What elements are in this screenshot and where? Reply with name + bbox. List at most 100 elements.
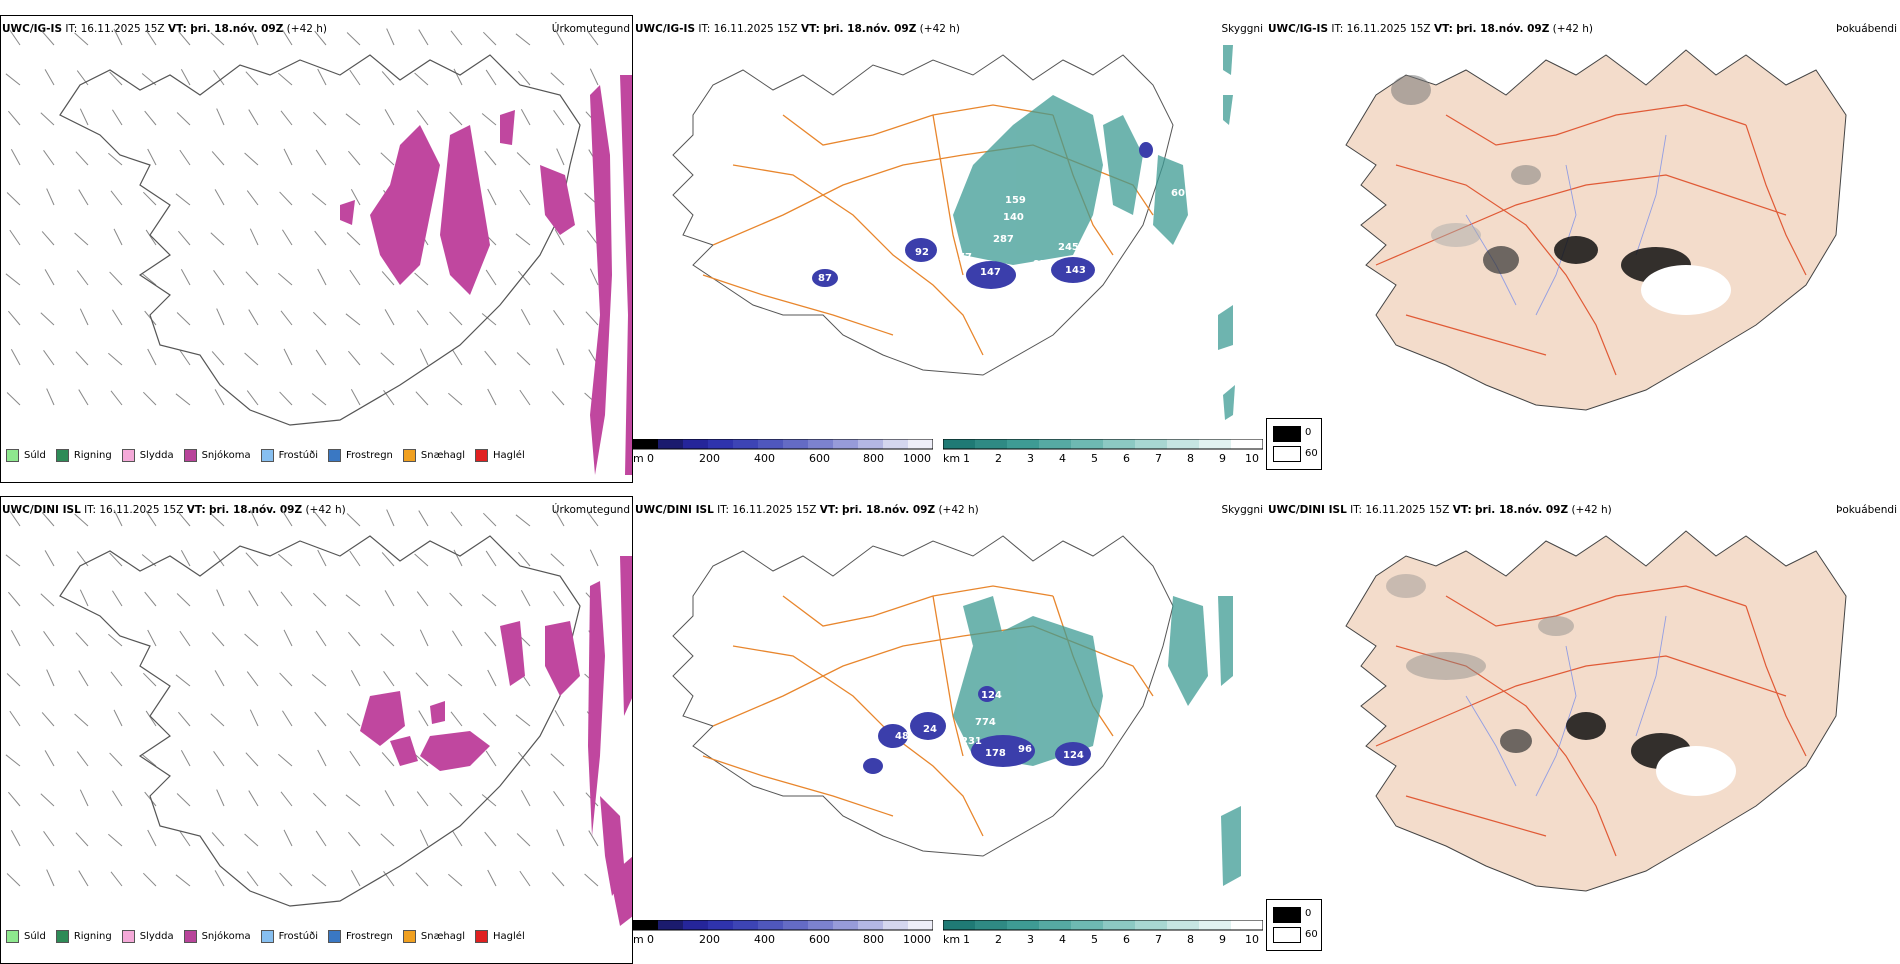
wind-barb [79, 308, 89, 326]
map-value-label: 159 [1005, 195, 1026, 206]
wind-barb [283, 629, 293, 647]
wind-barb [482, 712, 497, 727]
wind-barb [449, 311, 463, 326]
wind-barb [113, 228, 123, 246]
wind-barb [518, 270, 531, 286]
legend-item: Snæhagl [402, 449, 465, 462]
wind-barb [381, 552, 395, 567]
wind-barb [110, 190, 123, 206]
wind-barb [40, 312, 55, 326]
wind-barb [144, 110, 157, 126]
wind-barb [76, 70, 89, 86]
wind-barb [515, 514, 531, 527]
map-value-label: 60 [1171, 188, 1185, 199]
legend-item: Frostúði [260, 449, 318, 462]
wind-barb [248, 109, 259, 126]
wind-barb [484, 350, 497, 366]
wind-barb [211, 151, 225, 166]
wind-barb [43, 350, 55, 366]
wind-barb [279, 391, 293, 406]
fog-shading [1391, 75, 1731, 315]
wind-barb [75, 832, 89, 847]
wind-barb [381, 752, 395, 767]
wind-barb [76, 270, 89, 286]
wind-barb [210, 32, 225, 46]
wind-barb [216, 308, 225, 326]
wind-barb [74, 713, 89, 727]
wind-barb [384, 109, 395, 126]
map-value-label: 87 [818, 273, 832, 284]
field-title: Þokuábendi [1836, 504, 1897, 516]
wind-barb [5, 73, 21, 86]
wind-barb [518, 551, 531, 567]
wind-barb [145, 710, 157, 727]
wind-barb [519, 189, 531, 206]
wind-barb [348, 631, 361, 647]
wind-barb [278, 553, 293, 567]
wind-barb [248, 790, 259, 807]
wind-barb [113, 28, 123, 46]
wind-barb [280, 110, 293, 126]
wind-barb [142, 872, 157, 887]
wind-barb [317, 749, 327, 767]
wind-barb [519, 389, 531, 406]
wind-barb [283, 829, 293, 847]
wind-barb [75, 151, 89, 166]
legend-item: Snjókoma [183, 930, 251, 943]
wind-barb [109, 752, 123, 767]
wind-barb [180, 749, 191, 767]
legend-item: Rigning [55, 449, 112, 462]
wind-barb [248, 309, 259, 326]
wind-barb [380, 833, 395, 847]
wind-barb [147, 629, 157, 647]
wind-barb [180, 268, 191, 286]
wind-barb [414, 753, 429, 767]
wind-barb [8, 791, 21, 807]
wind-barb [481, 113, 497, 126]
wind-barb [485, 750, 497, 767]
wind-barb [383, 390, 395, 406]
wind-barb [41, 512, 55, 527]
wind-barb [40, 793, 55, 807]
wind-barb [109, 71, 123, 86]
wind-barb [213, 551, 225, 567]
legend-item: Súld [6, 930, 46, 943]
wind-barb [10, 829, 21, 847]
wind-barb [213, 270, 225, 286]
wind-barb [144, 791, 157, 807]
wind-barb [178, 711, 191, 727]
wind-barb [348, 350, 361, 366]
wind-barb [550, 72, 565, 86]
wind-barb [551, 391, 565, 406]
wind-barb [179, 149, 191, 166]
wind-barb [176, 112, 191, 126]
map-value-label: 231 [961, 736, 982, 747]
wind-barb [414, 72, 429, 86]
wind-barb [176, 593, 191, 607]
wind-barb [108, 152, 123, 166]
wind-barb [556, 348, 565, 366]
wind-barb [9, 29, 21, 46]
wind-barb [74, 32, 89, 46]
wind-barb [314, 711, 327, 727]
wind-barb [108, 352, 123, 366]
wind-barb [448, 873, 463, 887]
wind-barb [9, 229, 21, 246]
wind-barb [112, 109, 123, 126]
wind-barb [450, 711, 463, 727]
precip-type-map [5, 28, 633, 475]
wind-barb [589, 549, 599, 567]
wind-barb [249, 509, 259, 527]
wind-barb [350, 388, 361, 406]
wind-barb [317, 268, 327, 286]
wind-barb [142, 672, 157, 687]
wind-barb [383, 871, 395, 887]
wind-barb [485, 550, 497, 567]
wind-barb [249, 28, 259, 46]
cloud-base-areas [812, 142, 1153, 289]
wind-barb [586, 511, 599, 527]
wind-barb [585, 311, 599, 326]
wind-barb [244, 352, 259, 366]
wind-barb [416, 591, 429, 607]
wind-barb [145, 229, 157, 246]
